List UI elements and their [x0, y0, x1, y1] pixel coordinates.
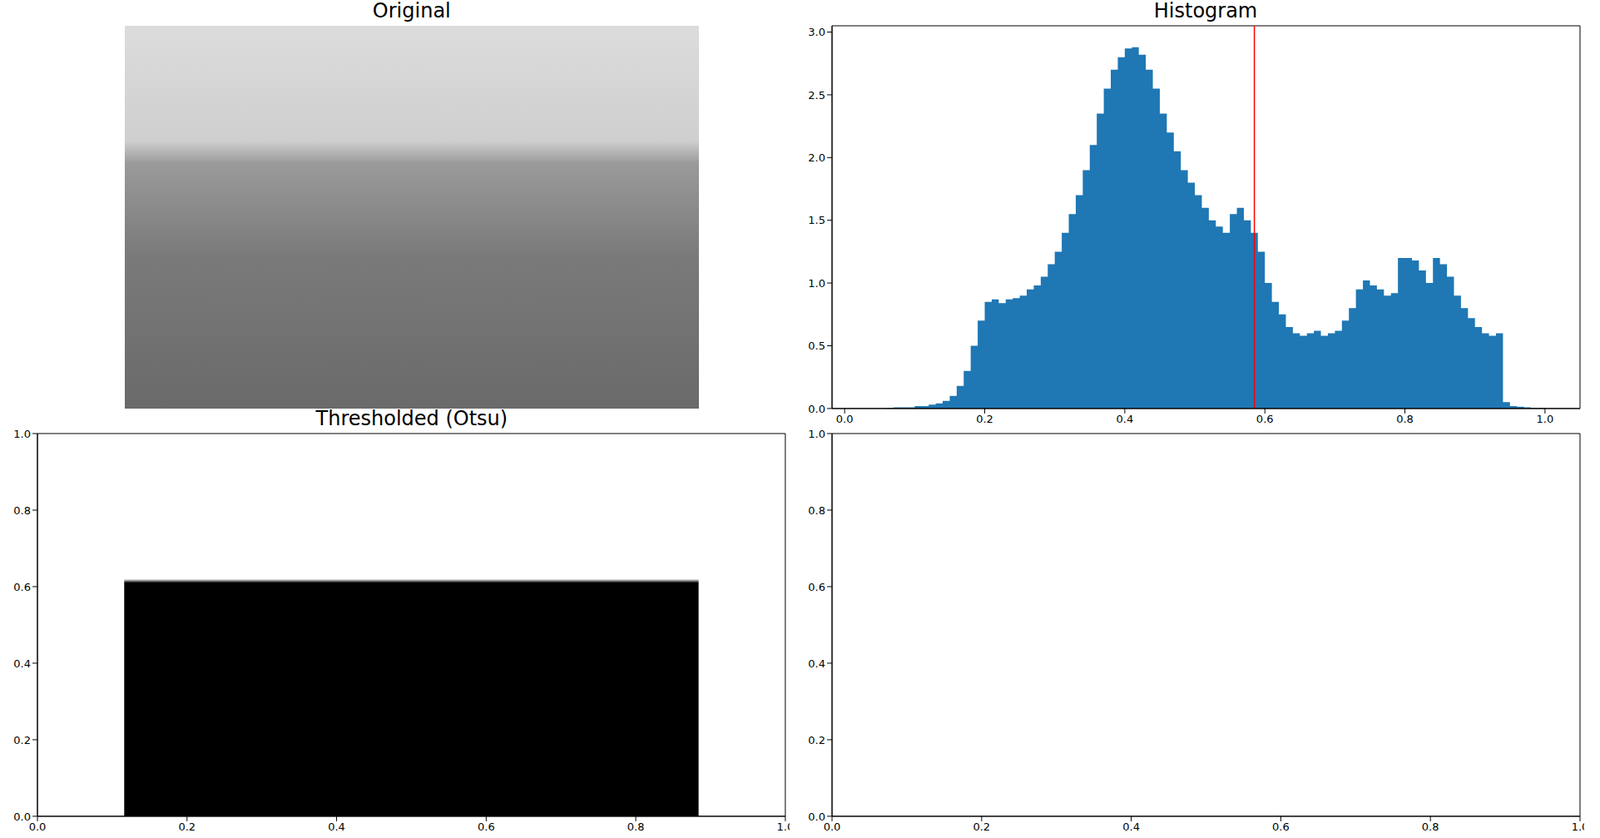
- svg-text:1.0: 1.0: [777, 820, 790, 833]
- svg-text:0.4: 0.4: [328, 820, 347, 833]
- svg-text:3.0: 3.0: [807, 25, 826, 39]
- svg-text:2.5: 2.5: [807, 88, 826, 101]
- svg-text:0.8: 0.8: [14, 504, 32, 517]
- svg-text:0.6: 0.6: [807, 580, 826, 594]
- svg-text:2.0: 2.0: [807, 151, 826, 164]
- svg-text:0.4: 0.4: [14, 657, 32, 670]
- svg-text:0.0: 0.0: [807, 810, 826, 823]
- svg-text:0.6: 0.6: [14, 580, 32, 594]
- svg-text:0.0: 0.0: [29, 820, 47, 833]
- svg-text:0.2: 0.2: [178, 820, 197, 833]
- svg-text:0.2: 0.2: [807, 733, 826, 747]
- svg-text:1.5: 1.5: [807, 213, 826, 227]
- svg-text:0.5: 0.5: [807, 339, 826, 352]
- svg-text:0.8: 0.8: [1396, 412, 1414, 426]
- svg-text:1.0: 1.0: [807, 276, 826, 289]
- svg-text:0.0: 0.0: [807, 401, 826, 415]
- svg-text:0.4: 0.4: [1115, 412, 1134, 426]
- svg-text:0.0: 0.0: [822, 820, 841, 833]
- svg-text:0.2: 0.2: [975, 412, 994, 426]
- svg-text:0.4: 0.4: [1122, 820, 1140, 833]
- svg-text:1.0: 1.0: [14, 429, 32, 441]
- svg-text:0.8: 0.8: [807, 504, 826, 517]
- svg-text:0.2: 0.2: [14, 733, 32, 747]
- svg-text:0.4: 0.4: [807, 657, 826, 670]
- svg-text:1.0: 1.0: [1570, 820, 1584, 833]
- svg-text:0.8: 0.8: [1421, 820, 1439, 833]
- svg-text:0.2: 0.2: [972, 820, 991, 833]
- svg-text:0.6: 0.6: [1255, 412, 1274, 426]
- svg-text:1.0: 1.0: [1535, 412, 1554, 426]
- svg-text:0.0: 0.0: [14, 810, 32, 823]
- svg-text:0.6: 0.6: [477, 820, 496, 833]
- svg-text:0.8: 0.8: [627, 820, 645, 833]
- svg-text:0.0: 0.0: [835, 412, 853, 426]
- svg-text:1.0: 1.0: [807, 429, 826, 441]
- html-text:Thresholded (Otsu): Thresholded (Otsu): [315, 407, 508, 431]
- svg-text:0.6: 0.6: [1272, 820, 1290, 833]
